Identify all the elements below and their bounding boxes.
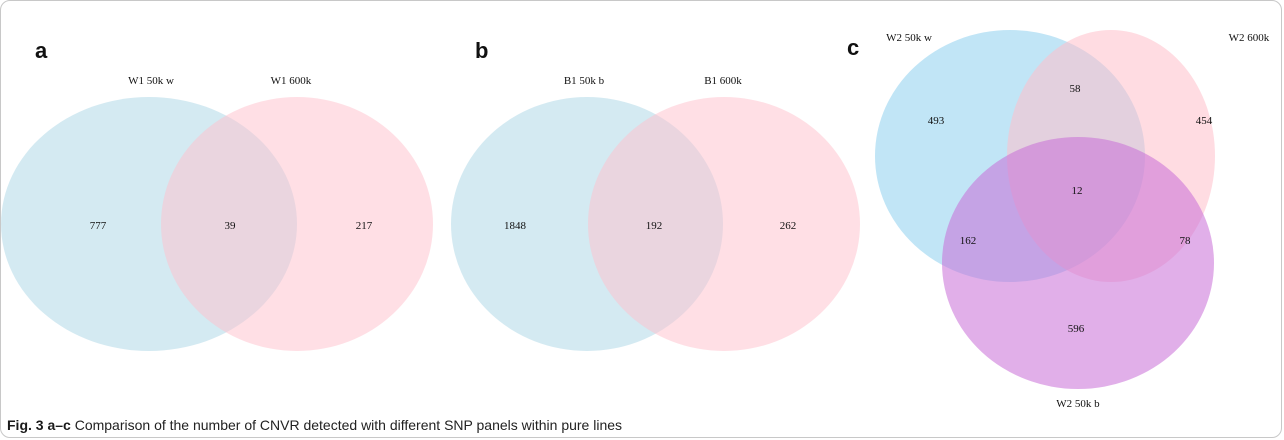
set-label-b1-600k: B1 600k: [704, 75, 742, 87]
venn-panel-b: b B1 50k b B1 600k 1848 192 262: [451, 38, 860, 351]
count-w2-50k-w-and-600k: 58: [1070, 83, 1082, 95]
count-only-w2-600k: 454: [1196, 115, 1213, 127]
figure-panel-range: a–c: [47, 417, 71, 433]
count-w2-600k-and-50k-b: 78: [1180, 235, 1192, 247]
panel-letter-b: b: [475, 38, 488, 63]
figure-caption: Fig. 3 a–c Comparison of the number of C…: [7, 417, 622, 433]
panel-letter-a: a: [35, 38, 48, 63]
set-circle-w1-600k: [161, 97, 433, 351]
figure-caption-text: Comparison of the number of CNVR detecte…: [70, 417, 623, 433]
venn-panel-c: c W2 50k w W2 600k W2 50k b 493 58 454 1…: [847, 30, 1270, 410]
set-circle-w2-50k-b: [942, 137, 1214, 389]
count-only-w2-50k-b: 596: [1068, 323, 1085, 335]
set-label-b1-50k-b: B1 50k b: [564, 75, 605, 87]
count-only-b1-50k-b: 1848: [504, 220, 527, 232]
count-b1-both: 192: [646, 220, 663, 232]
count-w2-50k-w-and-50k-b: 162: [960, 235, 977, 247]
count-w1-both: 39: [225, 220, 237, 232]
panel-letter-c: c: [847, 35, 859, 60]
venn-panel-a: a W1 50k w W1 600k 777 39 217: [1, 38, 433, 351]
set-label-w1-50k-w: W1 50k w: [128, 75, 174, 87]
set-label-w1-600k: W1 600k: [271, 75, 312, 87]
count-only-b1-600k: 262: [780, 220, 797, 232]
count-only-w2-50k-w: 493: [928, 115, 945, 127]
figure-number: Fig. 3: [7, 417, 44, 433]
set-circle-b1-600k: [588, 97, 860, 351]
set-label-w2-600k: W2 600k: [1229, 32, 1270, 44]
count-only-w1-600k: 217: [356, 220, 373, 232]
count-only-w1-50k-w: 777: [90, 220, 107, 232]
count-w2-all-three: 12: [1072, 185, 1083, 197]
set-label-w2-50k-b: W2 50k b: [1056, 398, 1100, 410]
set-label-w2-50k-w: W2 50k w: [886, 32, 932, 44]
